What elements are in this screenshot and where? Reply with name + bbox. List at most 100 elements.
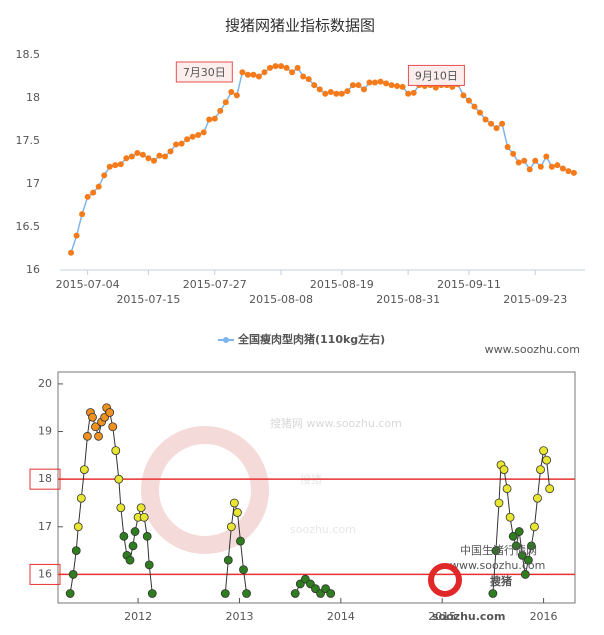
point <box>195 131 202 138</box>
point <box>211 115 218 122</box>
point <box>554 162 561 169</box>
point <box>326 589 336 598</box>
watermark: 搜猪网 www.soozhu.com <box>270 416 402 430</box>
logo-icon <box>428 563 462 597</box>
point <box>178 140 185 147</box>
point <box>543 153 550 160</box>
point <box>278 63 285 70</box>
point <box>68 249 75 256</box>
y-tick-label: 16.5 <box>16 220 41 233</box>
point <box>290 589 300 598</box>
logo-name: 搜猪 <box>490 574 512 588</box>
point <box>482 116 489 123</box>
point <box>526 166 533 173</box>
y-tick-label: 18 <box>38 472 52 485</box>
point <box>136 503 146 513</box>
annotation-box <box>175 61 233 83</box>
x-tick-label: 2014 <box>327 610 355 623</box>
point <box>355 82 362 89</box>
y-tick-label: 16 <box>38 567 52 580</box>
point <box>570 169 577 176</box>
point <box>217 107 224 114</box>
x-tick-label: 2015-07-04 <box>56 278 120 291</box>
point <box>134 150 141 157</box>
point <box>523 555 533 565</box>
annotation: 7月30日 <box>183 66 226 79</box>
point <box>537 163 544 170</box>
point <box>311 82 318 89</box>
point <box>360 86 367 93</box>
point <box>73 232 80 239</box>
point <box>228 88 235 95</box>
point <box>542 455 552 465</box>
point <box>226 522 236 532</box>
point <box>527 541 536 551</box>
point <box>82 431 92 441</box>
legend-label: 全国瘦肉型肉猪(110kg左右) <box>237 332 385 346</box>
annotation: 9月10日 <box>415 69 458 82</box>
plot-border <box>57 371 576 604</box>
point <box>502 484 512 494</box>
point <box>239 565 248 575</box>
point <box>65 589 75 598</box>
series-line <box>224 502 248 594</box>
point <box>222 99 229 106</box>
point <box>499 120 506 127</box>
point <box>344 88 351 95</box>
point <box>95 183 102 190</box>
point <box>261 69 268 76</box>
point <box>101 172 108 179</box>
point <box>223 555 233 565</box>
point <box>162 153 168 160</box>
watermark: soozhu.com <box>290 523 356 536</box>
point <box>105 408 115 417</box>
watermark-logo <box>141 426 269 554</box>
x-tick-label: 2015-08-08 <box>249 293 313 306</box>
point <box>388 82 395 89</box>
point <box>511 541 521 551</box>
point <box>460 92 467 99</box>
point <box>123 155 130 162</box>
point <box>68 570 78 579</box>
point <box>294 64 301 71</box>
point <box>410 89 417 96</box>
point <box>521 157 528 164</box>
point <box>338 90 345 97</box>
point <box>316 86 323 93</box>
point <box>108 422 118 432</box>
x-tick-label: 2015-08-19 <box>310 278 374 291</box>
point <box>233 92 240 99</box>
point <box>128 153 135 160</box>
point <box>510 150 517 157</box>
point <box>488 120 495 127</box>
point <box>73 522 83 532</box>
x-tick-label: 2015-09-23 <box>503 293 567 306</box>
point <box>119 531 129 541</box>
point <box>349 82 356 89</box>
point <box>514 527 524 536</box>
point <box>156 152 163 159</box>
y-tick-label: 17.5 <box>16 134 41 147</box>
chart-title: 搜猪网猪业指标数据图 <box>225 17 375 35</box>
point <box>532 157 539 164</box>
point <box>283 64 290 71</box>
y-tick-label: 19 <box>38 425 52 438</box>
point <box>229 498 239 508</box>
annotation-box <box>407 64 465 86</box>
x-tick-label: 2015-08-31 <box>376 293 440 306</box>
point <box>184 136 191 143</box>
point <box>206 116 213 123</box>
x-tick-label: 2015 <box>428 610 456 623</box>
point <box>173 141 180 148</box>
point <box>244 71 251 78</box>
point <box>372 79 378 86</box>
y-tick-label: 17 <box>26 177 40 190</box>
point <box>145 155 152 162</box>
point <box>539 446 548 455</box>
point <box>322 90 329 97</box>
point <box>405 90 412 97</box>
point <box>399 83 406 90</box>
point <box>548 163 555 170</box>
